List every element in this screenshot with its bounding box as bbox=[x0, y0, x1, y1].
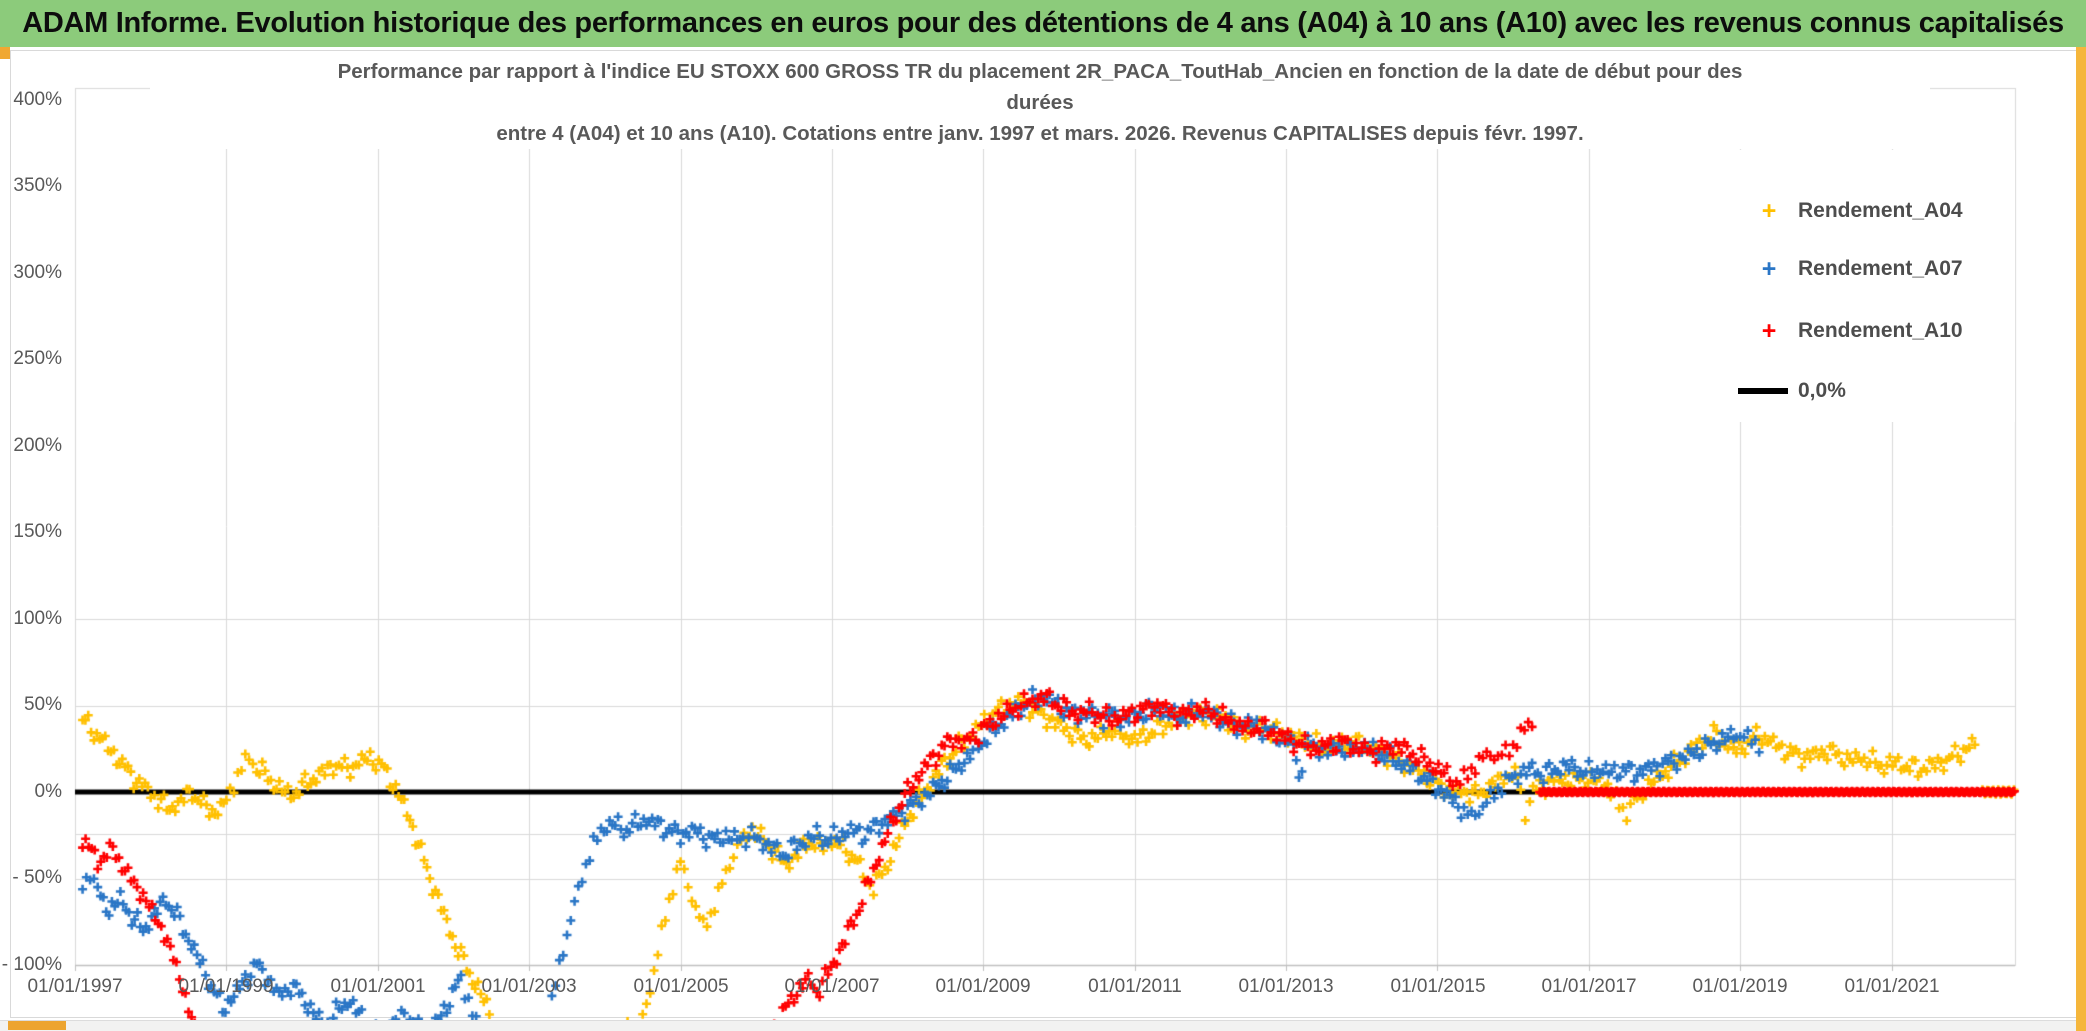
x-tick-label-2021: 01/01/2021 bbox=[1844, 976, 1940, 997]
y-tick-label-50: 50% bbox=[23, 694, 62, 715]
legend-label: Rendement_A04 bbox=[1798, 199, 1963, 222]
legend-item-zero-line: 0,0% bbox=[1703, 376, 2015, 406]
x-tick-label-2017: 01/01/2017 bbox=[1541, 976, 1637, 997]
y-tick-label-100: 100% bbox=[13, 608, 62, 629]
plus-marker-icon: + bbox=[1761, 197, 1777, 225]
y-tick-label-400: 400% bbox=[13, 89, 62, 110]
legend-label: 0,0% bbox=[1798, 379, 1846, 402]
chart-legend: + Rendement_A04 + Rendement_A07 + Rendem… bbox=[1703, 150, 2015, 422]
y-tick-label-neg50: - 50% bbox=[12, 867, 62, 888]
horizontal-scrollbar-thumb[interactable] bbox=[8, 1021, 66, 1030]
x-tick-label-1999: 01/01/1999 bbox=[178, 976, 274, 997]
legend-label: Rendement_A10 bbox=[1798, 319, 1963, 342]
x-tick-label-1997: 01/01/1997 bbox=[27, 976, 123, 997]
legend-label: Rendement_A07 bbox=[1798, 257, 1963, 280]
legend-item-a10: + Rendement_A10 bbox=[1703, 316, 2015, 346]
chart-title-line-3: entre 4 (A04) et 10 ans (A10). Cotations… bbox=[496, 122, 1584, 145]
x-tick-label-2013: 01/01/2013 bbox=[1238, 976, 1334, 997]
chart-title-line-2: durées bbox=[1006, 91, 1074, 114]
gold-corner-accent bbox=[0, 47, 10, 59]
y-tick-label-350: 350% bbox=[13, 175, 62, 196]
line-marker-icon bbox=[1738, 388, 1788, 394]
legend-item-a04: + Rendement_A04 bbox=[1703, 196, 2015, 226]
x-tick-label-2005: 01/01/2005 bbox=[633, 976, 729, 997]
chart-title: Performance par rapport à l'indice EU ST… bbox=[150, 56, 1930, 149]
x-tick-label-2015: 01/01/2015 bbox=[1390, 976, 1486, 997]
x-tick-label-2009: 01/01/2009 bbox=[935, 976, 1031, 997]
y-tick-label-250: 250% bbox=[13, 348, 62, 369]
y-tick-label-150: 150% bbox=[13, 521, 62, 542]
x-tick-label-2011: 01/01/2011 bbox=[1088, 976, 1182, 997]
chart-title-line-1: Performance par rapport à l'indice EU ST… bbox=[337, 60, 1743, 83]
vertical-scrollbar[interactable] bbox=[2076, 47, 2086, 1031]
plus-marker-icon: + bbox=[1761, 317, 1777, 345]
y-tick-label-200: 200% bbox=[13, 435, 62, 456]
y-tick-label-0: 0% bbox=[34, 781, 62, 802]
horizontal-scrollbar-track[interactable] bbox=[0, 1020, 2086, 1031]
y-tick-label-neg100: - 100% bbox=[1, 954, 62, 975]
legend-item-a07: + Rendement_A07 bbox=[1703, 254, 2015, 284]
x-tick-label-2003: 01/01/2003 bbox=[481, 976, 577, 997]
x-tick-label-2019: 01/01/2019 bbox=[1692, 976, 1788, 997]
x-tick-label-2001: 01/01/2001 bbox=[330, 976, 426, 997]
y-tick-label-300: 300% bbox=[13, 262, 62, 283]
plus-marker-icon: + bbox=[1761, 255, 1777, 283]
x-tick-label-2007: 01/01/2007 bbox=[784, 976, 880, 997]
